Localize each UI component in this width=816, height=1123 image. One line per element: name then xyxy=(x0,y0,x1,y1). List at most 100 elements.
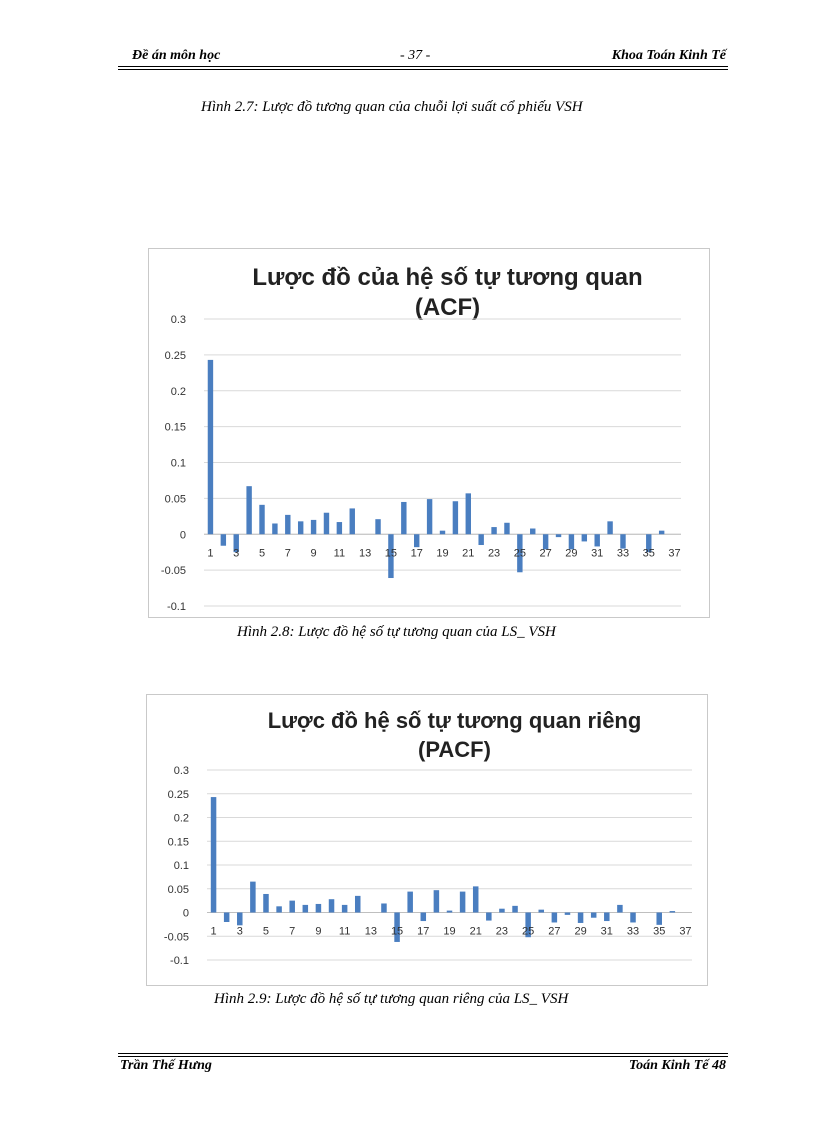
acf-bar xyxy=(323,512,330,535)
acf-bar xyxy=(646,534,652,553)
pacf-bar xyxy=(250,881,256,913)
pacf-x-tick-label: 29 xyxy=(574,926,586,938)
pacf-bar xyxy=(486,912,492,921)
acf-x-tick-label: 13 xyxy=(359,547,371,559)
pacf-x-tick-label: 15 xyxy=(391,926,403,938)
footer-rule xyxy=(118,1053,728,1054)
pacf-chart: Lược đồ hệ số tự tương quan riêng (PACF) 0… xyxy=(146,694,708,986)
pacf-y-tick-label: 0.15 xyxy=(168,836,189,848)
acf-bar xyxy=(272,523,278,535)
acf-chart-svg: Lược đồ của hệ số tự tương quan (ACF) 0.3 0… xyxy=(161,264,681,613)
acf-bar xyxy=(607,521,613,535)
pacf-x-tick-label: 5 xyxy=(263,926,269,938)
pacf-x-tick-label: 21 xyxy=(470,926,482,938)
acf-y-tick-label: -0.1 xyxy=(167,601,186,613)
acf-x-tick-label: 35 xyxy=(643,547,655,559)
acf-bar xyxy=(220,534,227,546)
pacf-bar xyxy=(525,912,531,938)
acf-x-tick-label: 11 xyxy=(334,547,345,559)
pacf-bar xyxy=(656,912,662,925)
pacf-bar xyxy=(237,912,243,926)
acf-bar xyxy=(504,522,510,535)
pacf-bar xyxy=(420,912,427,922)
pacf-bar xyxy=(577,912,584,923)
acf-x-tick-label: 25 xyxy=(514,547,526,559)
acf-bar xyxy=(517,534,523,573)
pacf-y-tick-label: 0.1 xyxy=(174,860,189,872)
acf-y-tick-label: 0 xyxy=(180,529,186,541)
page-number: - 37 - xyxy=(400,48,431,63)
pacf-bar xyxy=(538,909,545,913)
pacf-bar xyxy=(276,906,282,913)
acf-bar xyxy=(349,508,355,535)
pacf-bar xyxy=(512,905,518,913)
pacf-x-tick-label: 3 xyxy=(237,926,243,938)
acf-bar xyxy=(388,534,394,579)
acf-bar xyxy=(658,530,665,535)
pacf-x-tick-label: 17 xyxy=(417,926,429,938)
acf-x-tick-label: 15 xyxy=(385,547,397,559)
acf-bar xyxy=(414,534,420,548)
acf-bar xyxy=(285,514,291,535)
pacf-bar xyxy=(210,797,217,913)
pacf-bar xyxy=(617,904,623,913)
acf-y-tick-label: 0.3 xyxy=(171,314,186,326)
pacf-bar xyxy=(630,912,636,923)
acf-x-tick-label: 31 xyxy=(591,547,603,559)
caption-figure-2-7: Hình 2.7: Lược đồ tương quan của chuỗi l… xyxy=(201,99,583,115)
acf-bar xyxy=(568,534,575,550)
caption-figure-2-9: Hình 2.9: Lược đồ hệ số tự tương quan ri… xyxy=(214,991,569,1007)
acf-x-tick-label: 33 xyxy=(617,547,629,559)
acf-bar xyxy=(207,359,214,535)
pacf-bar xyxy=(446,910,453,913)
acf-bar xyxy=(620,534,626,549)
pacf-bar xyxy=(459,891,466,913)
pacf-y-tick-label: -0.05 xyxy=(164,931,189,943)
pacf-bar xyxy=(315,903,322,913)
pacf-bar xyxy=(590,912,597,918)
acf-x-tick-label: 37 xyxy=(668,547,680,559)
acf-bar xyxy=(401,501,407,535)
pacf-bar xyxy=(669,911,676,913)
pacf-chart-title: Lược đồ hệ số tự tương quan riêng xyxy=(268,708,642,733)
pacf-x-tick-label: 9 xyxy=(315,926,321,938)
acf-y-tick-label: 0.15 xyxy=(165,422,186,434)
pacf-x-tick-label: 23 xyxy=(496,926,508,938)
acf-bar xyxy=(336,522,343,535)
acf-chart-title: Lược đồ của hệ số tự tương quan xyxy=(252,264,642,291)
pacf-bar xyxy=(341,904,348,913)
pacf-y-tick-label: 0.25 xyxy=(168,789,189,801)
acf-bar xyxy=(581,534,588,542)
pacf-y-tick-label: -0.1 xyxy=(170,955,189,967)
pacf-x-tick-label: 31 xyxy=(601,926,613,938)
footer-class: Toán Kinh Tế 48 xyxy=(628,1058,726,1073)
acf-x-tick-label: 3 xyxy=(233,547,239,559)
header-rule xyxy=(118,66,728,67)
header-course: Đề án môn học xyxy=(132,48,221,63)
pacf-x-tick-label: 13 xyxy=(365,926,377,938)
pacf-bar xyxy=(263,893,269,913)
pacf-bar xyxy=(289,900,295,913)
acf-y-tick-label: 0.05 xyxy=(165,493,186,505)
pacf-bar xyxy=(302,904,309,913)
pacf-x-tick-label: 33 xyxy=(627,926,639,938)
acf-bar xyxy=(491,527,497,535)
acf-bar xyxy=(375,519,381,535)
acf-bar xyxy=(310,519,317,535)
acf-x-tick-label: 19 xyxy=(436,547,448,559)
pacf-chart-subtitle: (PACF) xyxy=(418,737,491,762)
pacf-x-tick-label: 35 xyxy=(653,926,665,938)
acf-bar xyxy=(555,534,562,538)
acf-x-tick-label: 1 xyxy=(207,547,213,559)
pacf-bar xyxy=(551,912,558,923)
acf-bar xyxy=(297,521,304,535)
pacf-bar xyxy=(381,903,387,913)
pacf-bar xyxy=(564,912,571,915)
acf-x-tick-label: 17 xyxy=(411,547,423,559)
acf-bar xyxy=(426,499,433,535)
pacf-y-tick-label: 0.2 xyxy=(174,813,189,825)
acf-bar xyxy=(439,530,446,535)
acf-chart-subtitle: (ACF) xyxy=(415,294,480,321)
acf-bar xyxy=(246,486,252,535)
page-header: Đề án môn học - 37 - Khoa Toán Kinh Tế xyxy=(120,48,726,66)
